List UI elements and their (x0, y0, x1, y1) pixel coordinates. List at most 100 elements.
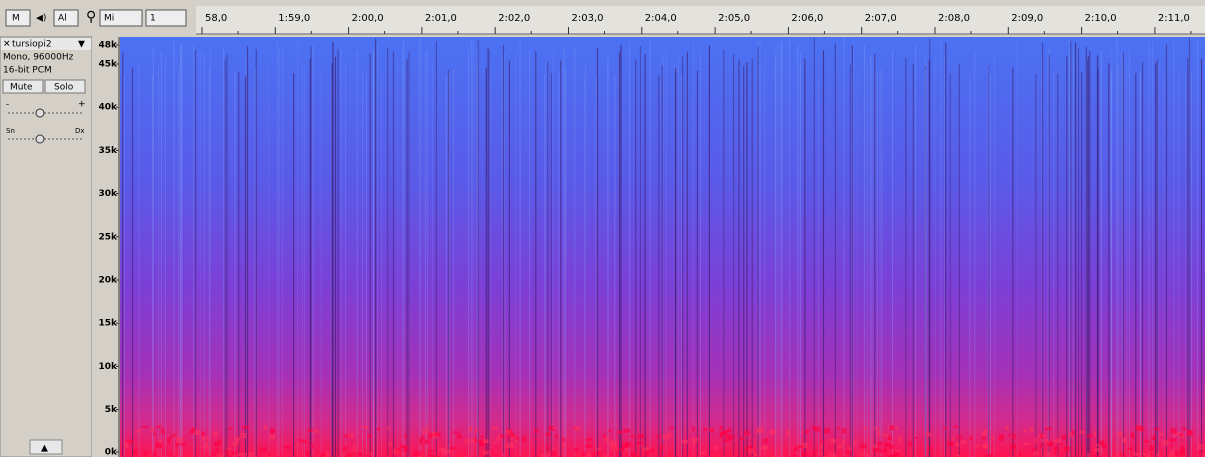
low-band-noise (153, 433, 156, 436)
meter-button[interactable]: M (12, 14, 20, 24)
low-band-noise (637, 442, 643, 445)
low-band-noise (723, 438, 730, 441)
low-band-noise (507, 437, 509, 440)
low-band-noise (562, 438, 565, 442)
channels-button[interactable]: 1 (150, 14, 156, 24)
track-bit-depth: 16-bit PCM (3, 66, 52, 76)
low-band-noise (428, 450, 434, 452)
low-band-noise (842, 439, 845, 443)
recording-device[interactable]: Mi (104, 14, 114, 24)
low-band-noise (586, 452, 590, 456)
frequency-label: 20k (98, 276, 118, 286)
low-band-noise (269, 434, 275, 439)
low-band-noise (770, 430, 776, 435)
low-band-noise (1040, 433, 1043, 438)
low-band-noise (465, 439, 471, 443)
gain-thumb[interactable] (36, 109, 44, 117)
pan-left: Sn (6, 127, 15, 135)
low-band-noise (1180, 433, 1183, 436)
low-band-noise (231, 452, 237, 454)
low-band-noise (400, 445, 404, 448)
low-band-noise (1178, 450, 1184, 456)
low-band-noise (133, 449, 137, 455)
low-band-noise (343, 446, 346, 451)
low-band-noise (248, 452, 255, 457)
low-band-noise (137, 429, 142, 432)
low-band-noise (812, 425, 815, 430)
editor: M ◀) Al ⚲ Mi 1 58,01:59,02:00,02:01,02:0… (0, 0, 1205, 457)
low-band-noise (442, 451, 446, 455)
low-band-noise (925, 433, 931, 437)
low-band-noise (883, 434, 889, 437)
low-band-noise (311, 444, 314, 449)
low-band-noise (1023, 429, 1027, 432)
low-band-noise (960, 440, 966, 444)
low-band-noise (1171, 428, 1177, 434)
gain-max: + (78, 100, 86, 110)
low-band-noise (898, 437, 902, 442)
mute-button[interactable]: Mute (10, 83, 33, 93)
close-icon[interactable]: ✕ (3, 40, 11, 50)
low-band-noise (453, 431, 459, 433)
low-band-noise (284, 446, 291, 449)
solo-button[interactable]: Solo (54, 83, 74, 93)
low-band-noise (308, 429, 313, 432)
low-band-noise (342, 453, 344, 457)
low-band-noise (1149, 445, 1154, 451)
low-band-noise (1080, 431, 1085, 434)
low-band-noise (522, 437, 526, 442)
collapse-arrow[interactable]: ▲ (41, 444, 48, 454)
track-menu-arrow[interactable]: ▼ (78, 40, 85, 50)
low-band-noise (507, 430, 512, 435)
low-band-noise (1042, 439, 1048, 442)
low-band-noise (830, 439, 836, 444)
low-band-noise (1087, 434, 1093, 437)
low-band-noise (820, 441, 824, 443)
frequency-label: 15k (98, 319, 118, 329)
playback-device[interactable]: Al (58, 14, 67, 24)
low-band-noise (176, 437, 183, 443)
low-band-noise (969, 437, 973, 441)
low-band-noise (423, 439, 428, 443)
low-band-noise (629, 435, 636, 437)
low-band-noise (546, 452, 550, 457)
low-band-noise (887, 426, 889, 429)
low-band-noise (555, 435, 558, 438)
timeline-label: 2:06,0 (791, 13, 823, 24)
low-band-noise (1142, 453, 1146, 455)
frequency-axis (92, 37, 120, 457)
frequency-label: 35k (98, 146, 118, 156)
low-band-noise (496, 435, 501, 440)
low-band-noise (232, 442, 237, 446)
low-band-noise (1006, 425, 1009, 430)
low-band-noise (802, 454, 807, 457)
timeline-label: 2:10,0 (1085, 13, 1117, 24)
low-band-noise (159, 440, 162, 444)
low-band-noise (1135, 425, 1142, 430)
low-band-noise (541, 453, 546, 457)
low-band-noise (1171, 445, 1174, 447)
low-band-noise (202, 445, 204, 448)
low-band-noise (948, 441, 954, 446)
low-band-noise (302, 440, 306, 444)
low-band-noise (865, 453, 871, 456)
pan-thumb[interactable] (36, 135, 44, 143)
low-band-noise (428, 433, 433, 439)
low-band-noise (608, 430, 611, 432)
low-band-noise (615, 452, 617, 455)
low-band-noise (1169, 453, 1175, 457)
low-band-noise (611, 445, 617, 451)
low-band-noise (1144, 440, 1150, 442)
low-band-noise (954, 426, 959, 428)
low-band-noise (1131, 433, 1135, 438)
low-band-noise (820, 443, 823, 449)
low-band-noise (842, 428, 846, 433)
low-band-noise (786, 430, 790, 436)
low-band-noise (320, 453, 325, 457)
track-name[interactable]: tursiopi2 (12, 40, 52, 50)
timeline (196, 6, 1205, 34)
low-band-noise (325, 452, 330, 457)
low-band-noise (748, 449, 754, 454)
low-band-noise (1182, 427, 1186, 430)
low-band-noise (860, 444, 866, 448)
